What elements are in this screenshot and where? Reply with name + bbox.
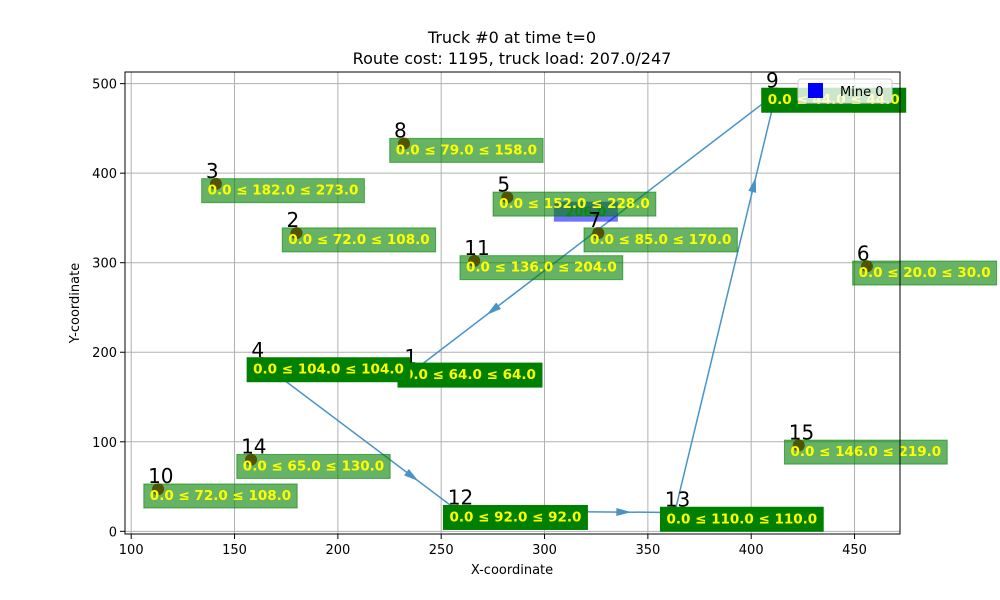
node-id-label: 3: [206, 159, 219, 183]
node-id-label: 7: [588, 208, 601, 232]
x-tick-label: 450: [842, 543, 867, 558]
node-label-box: [492, 191, 657, 217]
node-label-box: [201, 178, 365, 204]
node-constraint-label: 0.0 ≤ 20.0 ≤ 30.0: [859, 265, 991, 281]
route-segment: [674, 93, 777, 513]
node-constraint-label: 0.0 ≤ 104.0 ≤ 104.0: [253, 362, 404, 378]
node-constraint-label: 0.0 ≤ 136.0 ≤ 204.0: [466, 260, 617, 276]
y-tick-label: 400: [92, 167, 117, 182]
plot-frame: [124, 71, 901, 535]
node-label-box: [442, 504, 588, 530]
node-constraint-label: 0.0 ≤ 72.0 ≤ 108.0: [288, 232, 429, 248]
x-tick-label: 300: [532, 543, 557, 558]
y-axis-label: Y-coordinate: [68, 263, 83, 344]
node-label-box: [236, 453, 391, 479]
grid-lines: [125, 72, 900, 534]
node-label-box: [852, 260, 998, 286]
route-arrowhead: [486, 302, 502, 315]
node-label-box: [659, 506, 824, 532]
chart-title-line-1: Truck #0 at time t=0: [427, 28, 596, 47]
node-id-label: 4: [251, 338, 264, 362]
y-tick-label: 300: [92, 257, 117, 272]
chart-title-line-2: Route cost: 1195, truck load: 207.0/247: [353, 49, 672, 68]
node-constraint-label: 0.0 ≤ 152.0 ≤ 228.0: [499, 196, 650, 212]
node-constraint-label: 0.0 ≤ 85.0 ≤ 170.0: [590, 232, 731, 248]
node-constraint-label: 0.0 ≤ 65.0 ≤ 130.0: [243, 458, 384, 474]
node-label-box: [389, 137, 544, 163]
customer-nodes: 10.0 ≤ 64.0 ≤ 64.020.0 ≤ 72.0 ≤ 108.030.…: [143, 68, 998, 532]
node-label-box: [459, 255, 624, 281]
node-label-box: [246, 357, 411, 383]
route-arrowhead: [616, 508, 632, 517]
node-label-box: [281, 227, 437, 253]
node-constraint-label: 0.0 ≤ 182.0 ≤ 273.0: [208, 183, 359, 199]
x-tick-label: 250: [429, 543, 454, 558]
legend-label-mine: Mine 0: [840, 85, 883, 100]
y-tick-label: 100: [92, 436, 117, 451]
x-tick-label: 200: [325, 543, 350, 558]
node-id-label: 9: [766, 68, 779, 92]
legend-swatch-mine: [808, 83, 823, 98]
node-constraint-label: 0.0 ≤ 146.0 ≤ 219.0: [790, 444, 941, 460]
y-tick-label: 0: [109, 525, 117, 540]
node-constraint-label: 0.0 ≤ 72.0 ≤ 108.0: [150, 488, 291, 504]
x-tick-label: 100: [119, 543, 144, 558]
x-tick-label: 150: [222, 543, 247, 558]
x-tick-label: 350: [635, 543, 660, 558]
node-label-box: [783, 439, 948, 465]
node-label-box: [583, 227, 738, 253]
node-constraint-label: 0.0 ≤ 64.0 ≤ 64.0: [404, 367, 536, 383]
y-tick-label: 200: [92, 346, 117, 361]
legend: Mine 0: [797, 78, 893, 104]
node-id-label: 6: [857, 241, 870, 265]
node-id-label: 8: [394, 119, 407, 143]
x-axis-label: X-coordinate: [471, 563, 553, 578]
route-arrowhead: [404, 468, 419, 482]
node-constraint-label: 0.0 ≤ 92.0 ≤ 92.0: [449, 509, 581, 525]
node-constraint-label: 0.0 ≤ 79.0 ≤ 158.0: [396, 142, 537, 158]
y-tick-label: 500: [92, 78, 117, 93]
node-id-label: 5: [497, 172, 510, 196]
x-tick-label: 400: [739, 543, 764, 558]
node-label-box: [143, 483, 298, 509]
route-arrowhead: [748, 177, 757, 193]
route-segment: [260, 362, 459, 512]
node-id-label: 2: [287, 208, 300, 232]
node-constraint-label: 0.0 ≤ 110.0 ≤ 110.0: [666, 511, 817, 527]
